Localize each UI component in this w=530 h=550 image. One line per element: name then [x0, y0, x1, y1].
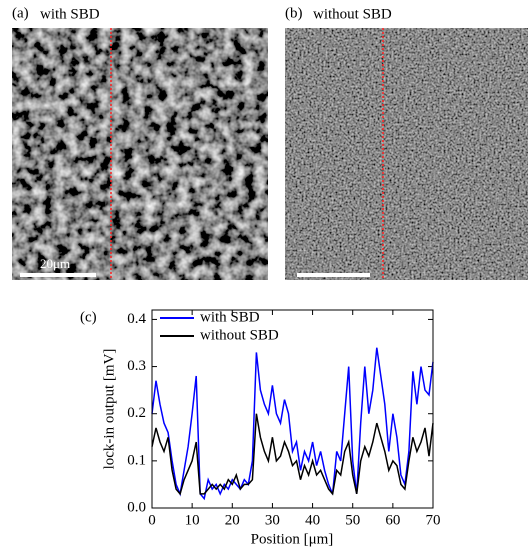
panel-title: with SBD [40, 6, 100, 22]
image-texture [285, 28, 528, 280]
x-tick-label: 70 [426, 512, 441, 528]
panel-label: (b) [285, 5, 303, 21]
x-tick-label: 50 [345, 512, 360, 528]
x-tick-label: 10 [185, 512, 200, 528]
legend-label: with SBD [200, 309, 260, 325]
legend-label: without SBD [200, 327, 279, 343]
data-line [151, 347, 434, 501]
scale-bar-label: 20μm [40, 256, 70, 271]
x-tick-label: 20 [225, 512, 240, 528]
y-tick-label: 0.0 [127, 499, 146, 515]
x-axis-title: Position [μm] [251, 531, 334, 547]
y-tick-label: 0.2 [127, 405, 146, 421]
x-tick-label: 30 [265, 512, 280, 528]
panel-label: (a) [12, 5, 29, 21]
panel-label: (c) [80, 309, 97, 325]
y-tick-label: 0.3 [127, 358, 146, 374]
plot-frame [151, 309, 434, 509]
y-axis-title: lock-in output [mV] [101, 349, 117, 470]
x-tick-label: 40 [305, 512, 320, 528]
x-tick-label: 60 [385, 512, 400, 528]
y-tick-label: 0.1 [127, 452, 146, 468]
x-tick-label: 0 [148, 512, 156, 528]
y-tick-label: 0.4 [127, 311, 146, 327]
image-texture [12, 28, 268, 280]
panel-title: without SBD [313, 6, 392, 22]
data-line [151, 413, 434, 496]
